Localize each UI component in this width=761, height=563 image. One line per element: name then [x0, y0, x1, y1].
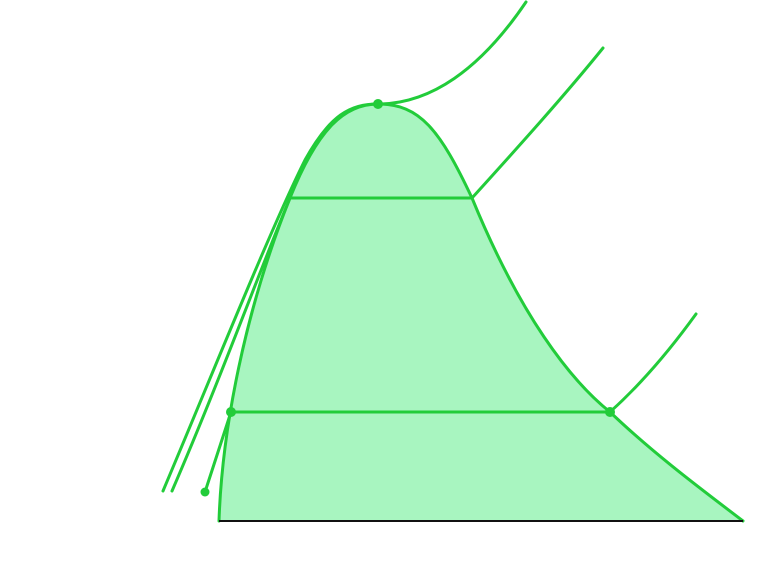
- saturation-dome-fill: [219, 104, 743, 521]
- upper-isobar: [161, 0, 528, 493]
- lower-isobar: [203, 312, 698, 494]
- middle-isobar: [170, 46, 605, 493]
- saturated-liquid-point: [226, 407, 236, 417]
- critical-point: [373, 99, 383, 109]
- subcooled-point: [200, 487, 210, 497]
- saturation-dome-outline: [217, 102, 745, 523]
- saturated-vapor-point: [605, 407, 615, 417]
